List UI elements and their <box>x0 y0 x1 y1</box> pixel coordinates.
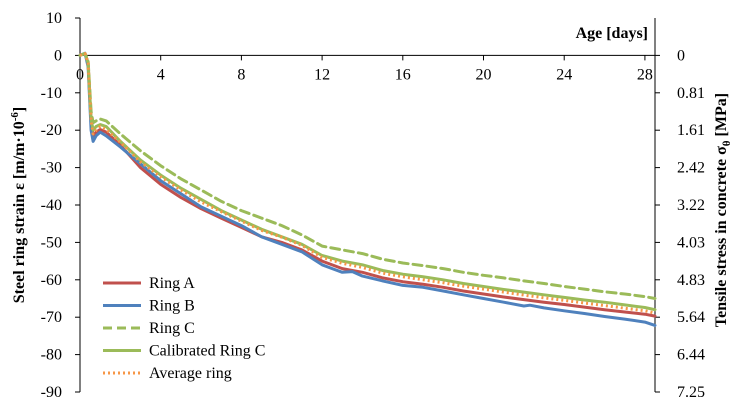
right-axis-group: 0 0.81 1.61 2.42 3.22 4.03 4.83 5.64 6.44 7.25 <box>654 18 705 401</box>
legend-label-calibrated-ring-c: Calibrated Ring C <box>149 343 265 360</box>
series-group <box>78 51 657 327</box>
x-tick-label: 8 <box>237 66 245 83</box>
right-tick-label: 5.64 <box>677 309 705 326</box>
right-tick-label: 1.61 <box>677 122 705 139</box>
y-left-label-main: Steel ring strain <box>11 190 28 303</box>
legend-label-average-ring: Average ring <box>149 365 232 382</box>
right-tick-label: 7.25 <box>677 384 705 401</box>
series-line-ring-b <box>78 51 657 327</box>
left-tick-label: -70 <box>41 309 62 326</box>
left-tick-label: 10 <box>46 10 62 27</box>
series-line-ring-a <box>78 52 657 318</box>
x-axis-group: 0 4 8 12 16 20 24 28 Age [days] <box>76 25 655 83</box>
x-tick-label: 12 <box>314 66 330 83</box>
left-tick-group: 10 0 -10 -20 -30 -40 -50 -60 -70 -80 -90 <box>41 10 80 401</box>
right-tick-label: 4.83 <box>677 272 705 289</box>
legend-label-ring-b: Ring B <box>149 298 195 315</box>
right-tick-label: 4.03 <box>677 234 705 251</box>
y-right-label-main: Tensile stress in concrete <box>713 155 730 327</box>
legend-label-ring-a: Ring A <box>149 275 195 292</box>
left-tick-label: -10 <box>41 85 62 102</box>
x-tick-label: 28 <box>637 66 653 83</box>
right-tick-label: 6.44 <box>677 347 705 364</box>
left-tick-label: -80 <box>41 347 62 364</box>
left-axis-group: 10 0 -10 -20 -30 -40 -50 -60 -70 -80 -90 <box>41 10 81 401</box>
series-line-calibrated-ring-c <box>78 52 657 312</box>
y-right-label-units: [MPa] <box>713 93 730 141</box>
x-tick-group: 0 4 8 12 16 20 24 28 <box>76 55 653 83</box>
left-tick-label: -30 <box>41 160 62 177</box>
legend-label-ring-c: Ring C <box>149 320 195 337</box>
right-tick-label: 3.22 <box>677 197 705 214</box>
y-right-label-subscript: θ <box>721 140 733 146</box>
left-tick-label: -90 <box>41 384 62 401</box>
x-axis-label: Age [days] <box>576 25 648 42</box>
y-left-label-exponent: -6 <box>9 112 21 122</box>
right-tick-group: 0 0.81 1.61 2.42 3.22 4.03 4.83 5.64 6.44 7.25 <box>655 47 705 401</box>
right-tick-label: 0.81 <box>677 85 705 102</box>
x-tick-label: 4 <box>157 66 165 83</box>
right-tick-label: 0 <box>677 47 685 64</box>
legend: Ring A Ring B Ring C Calibrated Ring C Avera… <box>103 275 265 382</box>
y-axis-left-label: Steel ring strain ε [m/m·10-6] <box>9 107 28 303</box>
left-tick-label: -20 <box>41 122 62 139</box>
x-tick-label: 16 <box>395 66 411 83</box>
x-tick-label: 24 <box>556 66 572 83</box>
y-right-label-sigma: σ <box>713 146 730 155</box>
left-tick-label: -50 <box>41 234 62 251</box>
y-left-label-units: [m/m·10 <box>11 121 28 183</box>
right-tick-label: 2.42 <box>677 160 705 177</box>
x-tick-label: 0 <box>76 66 84 83</box>
x-tick-label: 20 <box>476 66 492 83</box>
left-tick-label: -60 <box>41 272 62 289</box>
y-axis-right-label: Tensile stress in concrete σθ [MPa] <box>713 93 733 327</box>
left-tick-label: 0 <box>54 47 62 64</box>
left-tick-label: -40 <box>41 197 62 214</box>
series-line-ring-c <box>78 52 657 300</box>
series-line-average-ring <box>79 52 656 315</box>
y-left-label-close: ] <box>11 107 28 112</box>
y-left-label-epsilon: ε <box>11 183 28 190</box>
